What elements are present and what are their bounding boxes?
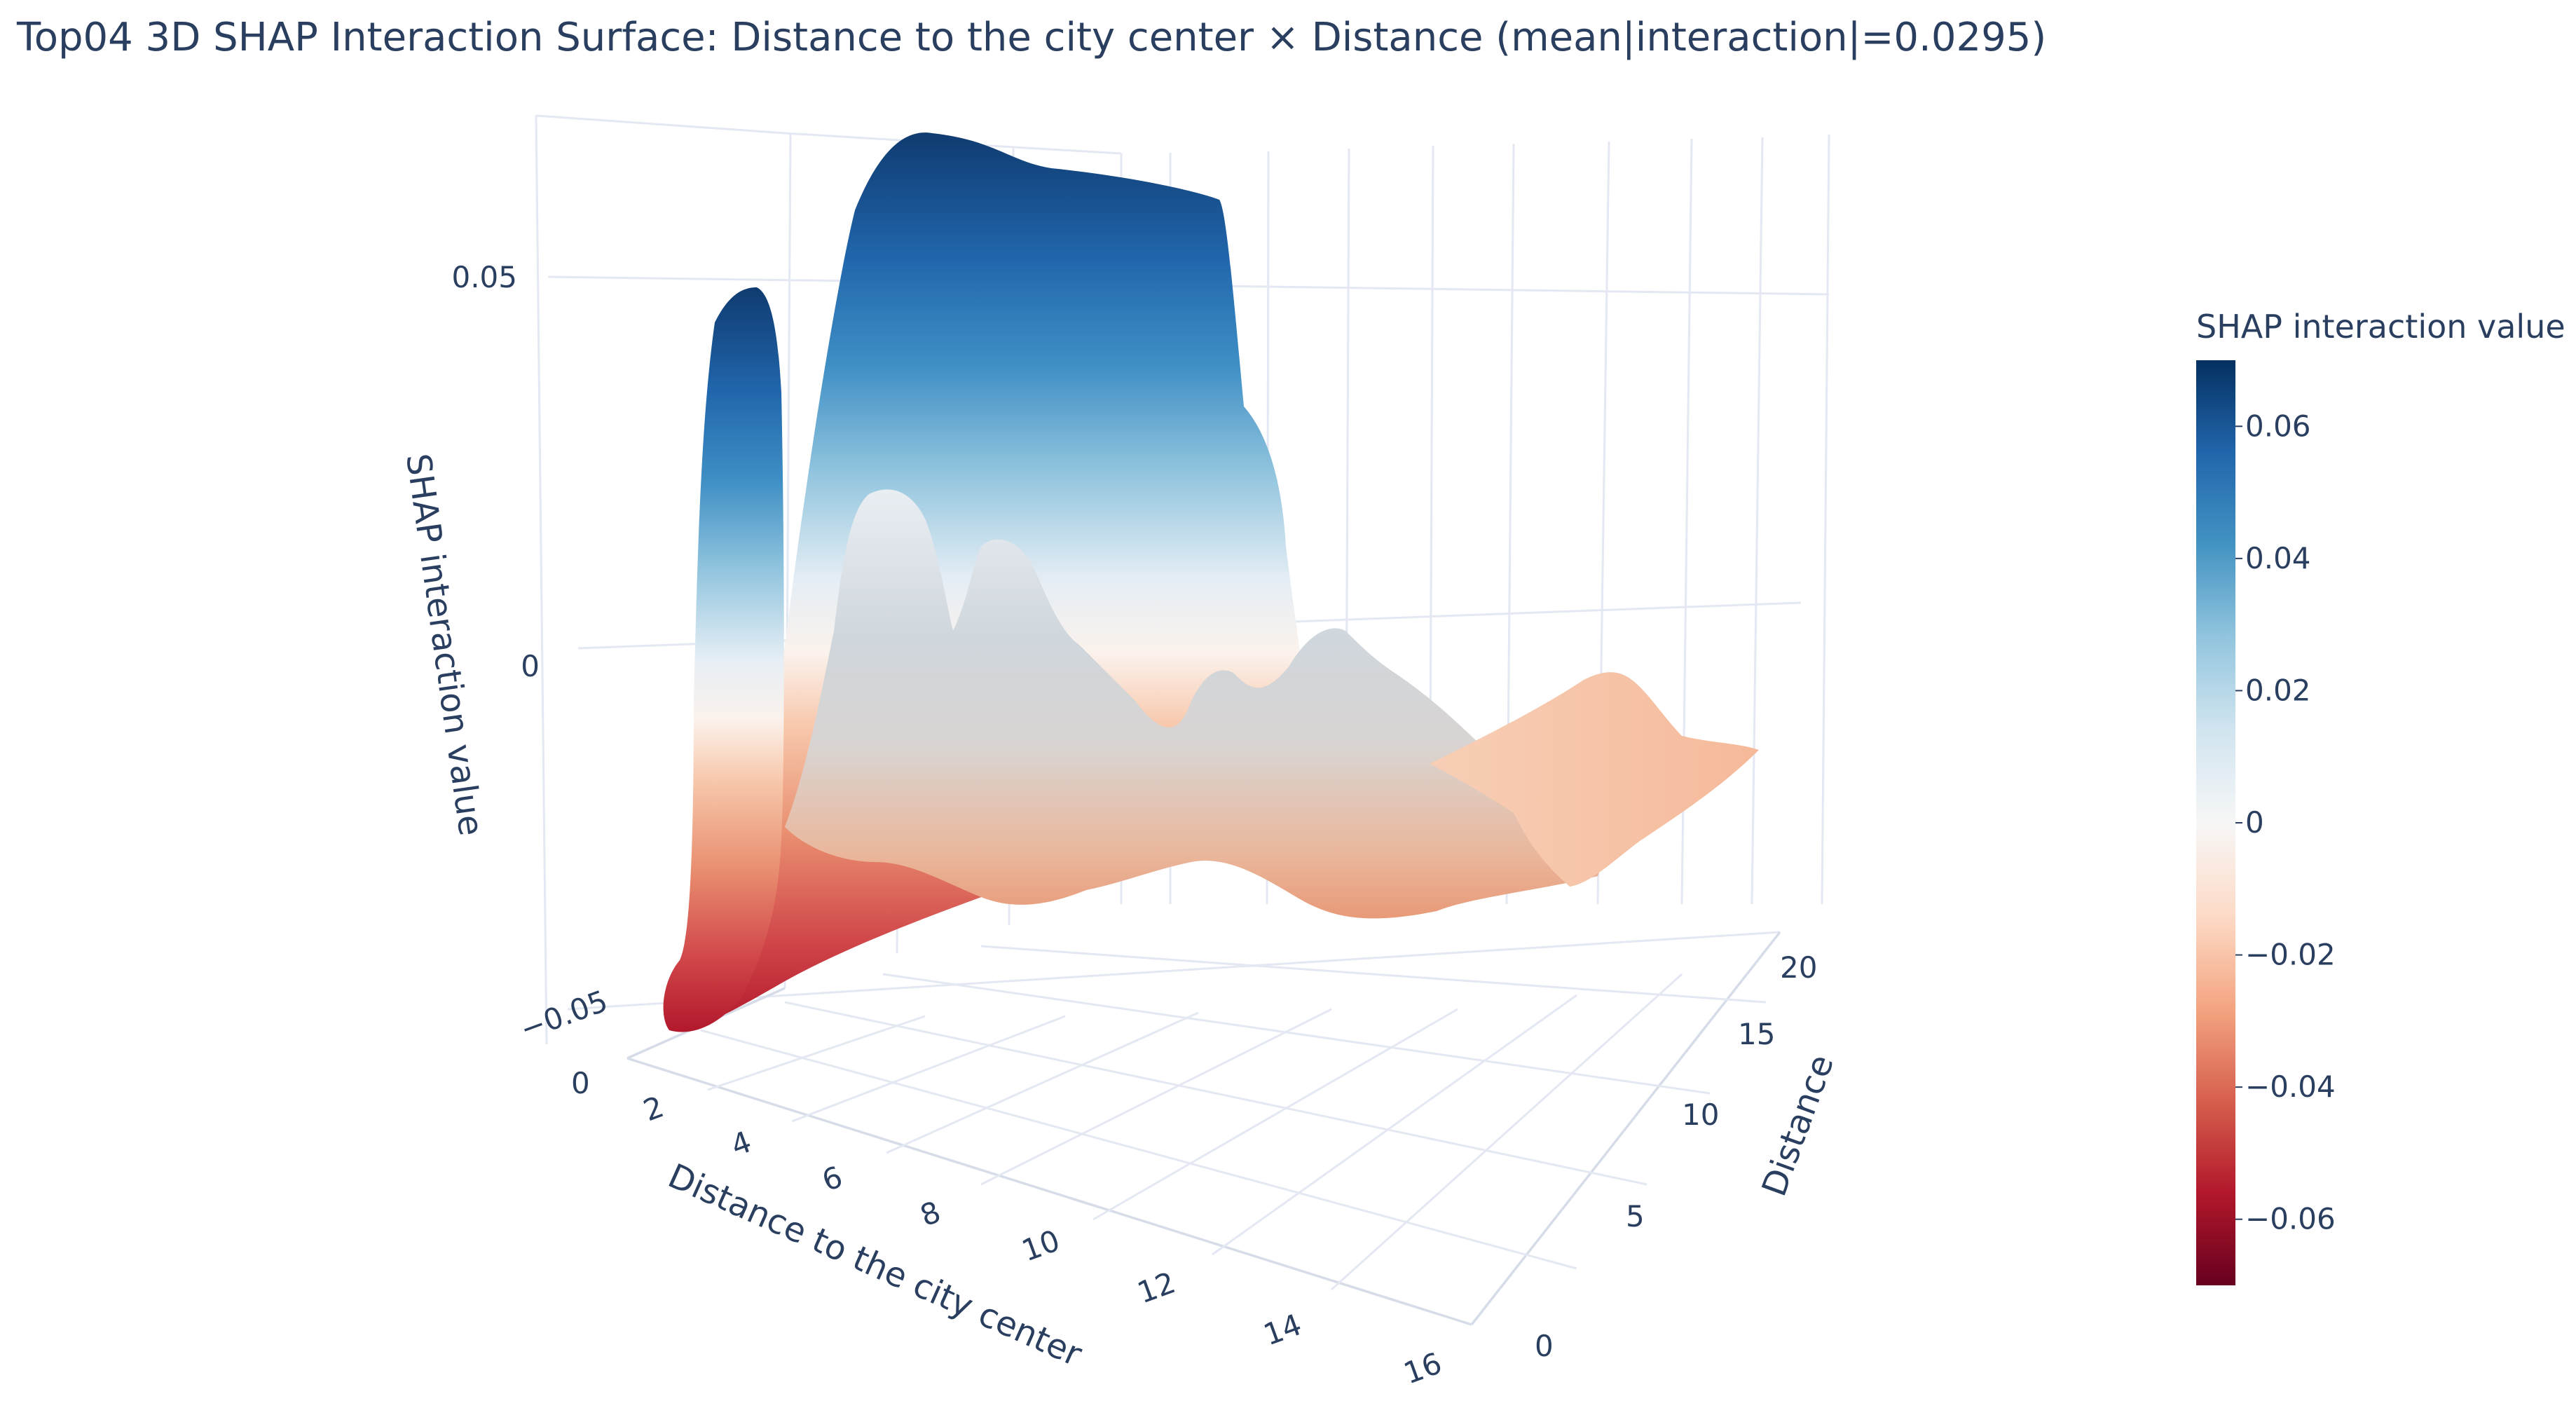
surface-left-ridge	[663, 287, 784, 1032]
y-tick-label: 5	[1626, 1199, 1645, 1233]
z-tick-label: 0.05	[451, 260, 517, 294]
colorbar-gradient	[2196, 360, 2235, 1285]
x-tick-label: 16	[1399, 1346, 1446, 1390]
y-tick-label: 10	[1682, 1098, 1719, 1132]
colorbar-tick-label: 0.02	[2245, 673, 2311, 707]
x-tick-label: 10	[1018, 1223, 1064, 1268]
colorbar-tick-label: −0.04	[2245, 1069, 2336, 1104]
z-axis: −0.05 0 0.05 SHAP interaction value	[398, 260, 612, 1046]
x-tick-label: 2	[639, 1089, 669, 1128]
colorbar-tick-label: 0.06	[2245, 409, 2311, 443]
x-tick-label: 8	[916, 1194, 945, 1233]
surface-middle-ridges	[785, 489, 1603, 919]
x-tick-label: 14	[1259, 1307, 1306, 1352]
y-tick-label: 15	[1738, 1017, 1775, 1051]
colorbar-title: SHAP interaction value	[2196, 308, 2565, 346]
colorbar-tick-label: −0.02	[2245, 938, 2336, 972]
colorbar: SHAP interaction value 0.06 0.04 0.02 0 −0.0…	[2196, 308, 2565, 1285]
x-tick-label: 0	[571, 1066, 590, 1100]
y-axis: 0 5 10 15 20 Distance	[1535, 950, 1842, 1363]
surface-right-tail	[1430, 672, 1759, 887]
x-tick-label: 6	[818, 1159, 847, 1198]
z-tick-label: −0.05	[516, 983, 612, 1046]
z-axis-title: SHAP interaction value	[398, 451, 491, 838]
z-tick-label: 0	[521, 649, 540, 683]
chart-title: Top04 3D SHAP Interaction Surface: Dista…	[16, 15, 2046, 60]
y-tick-label: 20	[1780, 950, 1817, 985]
x-tick-label: 4	[727, 1124, 756, 1163]
colorbar-tick-label: 0.04	[2245, 541, 2311, 575]
colorbar-ticks: 0.06 0.04 0.02 0 −0.02 −0.04 −0.06	[2235, 409, 2336, 1236]
x-axis-title: Distance to the city center	[662, 1156, 1088, 1374]
y-tick-label: 0	[1535, 1329, 1554, 1363]
x-tick-label: 12	[1133, 1265, 1180, 1310]
surface	[663, 132, 1759, 1032]
colorbar-tick-label: −0.06	[2245, 1202, 2336, 1236]
colorbar-tick-label: 0	[2245, 805, 2264, 840]
y-axis-title: Distance	[1755, 1050, 1842, 1201]
